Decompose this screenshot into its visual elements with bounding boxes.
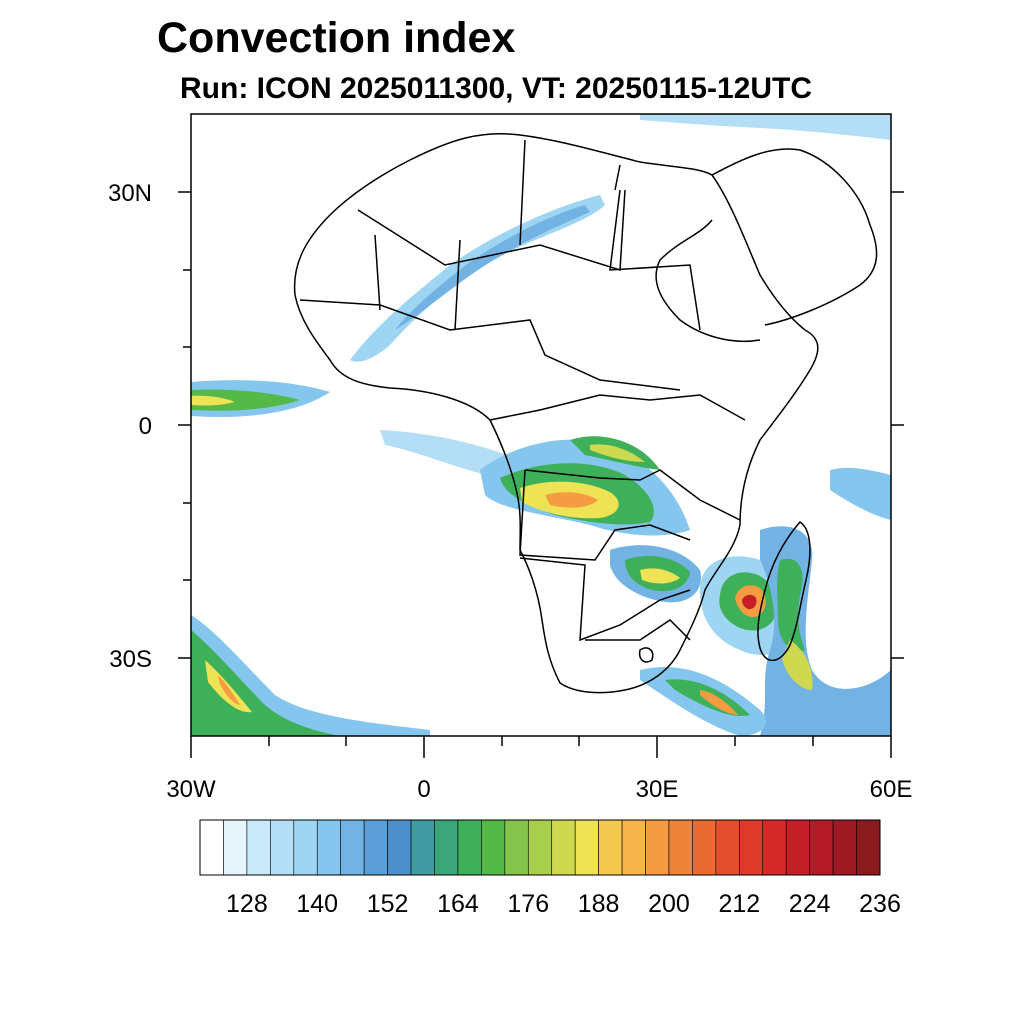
field-sahara-streak: [350, 195, 605, 362]
mali-niger-border: [374, 234, 461, 331]
colorbar-bin: [223, 819, 248, 876]
field-indian-ocean-ne: [830, 467, 891, 520]
lesotho-border: [638, 647, 654, 663]
field-south-atlantic-hot: [218, 675, 240, 705]
lat-label-30n: 30N: [108, 180, 152, 207]
field-zambezi-peak: [640, 568, 680, 584]
sudan-border: [609, 189, 701, 331]
field-mediterranean: [640, 114, 891, 140]
field-sahara-streak-core: [395, 205, 590, 330]
colorbar-label: 152: [367, 890, 409, 918]
colorbar-bin: [340, 819, 365, 876]
run-validity-subtitle: Run: ICON 2025011300, VT: 20250115-12UTC: [180, 72, 813, 105]
colorbar-bin: [832, 819, 857, 876]
colorbar-bin: [856, 819, 881, 876]
colorbar-bin: [387, 819, 412, 876]
colorbar-bin: [504, 819, 529, 876]
field-great-lakes-core: [590, 444, 645, 462]
map-title: Convection index: [157, 14, 516, 62]
colorbar-bin: [645, 819, 670, 876]
field-agulhas-peak: [700, 690, 738, 715]
colorbar-bin: [316, 819, 341, 876]
equatorial-border: [489, 394, 746, 421]
angola-border: [519, 469, 691, 561]
field-atlantic-peak: [191, 395, 235, 406]
colorbar-bin: [785, 819, 810, 876]
colorbar-label: 224: [789, 890, 831, 918]
colorbar-bin: [270, 819, 295, 876]
colorbar-bin: [246, 819, 271, 876]
colorbar-bin: [410, 819, 435, 876]
colorbar-bin: [809, 819, 834, 876]
field-congo-peak: [545, 492, 598, 508]
madagascar-coastline: [757, 521, 811, 662]
colorbar-label: 128: [226, 890, 268, 918]
lon-label-0: 0: [417, 776, 430, 803]
lon-label-60e: 60E: [870, 776, 913, 803]
colorbar-outline: [199, 819, 881, 876]
lat-label-30s: 30S: [109, 646, 152, 673]
colorbar-bin: [199, 819, 224, 876]
lon-label-30e: 30E: [636, 776, 679, 803]
map-ticks: [178, 191, 904, 758]
colorbar-label: 176: [507, 890, 549, 918]
colorbar-bin: [621, 819, 646, 876]
lat-label-0: 0: [139, 413, 152, 440]
colorbar-label: 200: [648, 890, 690, 918]
colorbar-bin: [457, 819, 482, 876]
colorbar: 128 140 152 164 176 188 200 212 224 236: [199, 819, 901, 918]
field-south-atlantic-core: [191, 630, 340, 736]
colorbar-bin: [762, 819, 787, 876]
horn-border: [655, 219, 761, 343]
field-atlantic-core: [191, 389, 300, 411]
colorbar-label: 188: [578, 890, 620, 918]
africa-coastline: [293, 132, 819, 694]
colorbar-bin: [527, 819, 553, 876]
field-madagascar-core: [777, 558, 805, 651]
coastlines-borders: [293, 132, 878, 694]
field-madagascar-south: [782, 640, 813, 690]
colorbar-label: 212: [718, 890, 760, 918]
colorbar-bin: [692, 819, 717, 876]
sahel-border-2: [299, 299, 681, 391]
sahel-border-1: [357, 189, 626, 272]
colorbar-bin: [434, 819, 459, 876]
colorbar-bin: [598, 819, 623, 876]
lon-label-30w: 30W: [166, 776, 216, 803]
colorbar-label: 164: [437, 890, 479, 918]
colorbar-bin: [551, 819, 576, 876]
field-south-atlantic-peak: [205, 660, 252, 713]
colorbar-label: 236: [859, 890, 901, 918]
south-africa-border: [585, 619, 691, 641]
colorbar-bin: [293, 819, 318, 876]
colorbar-bin: [739, 819, 764, 876]
arabia-coastline: [711, 148, 878, 326]
colorbar-bin: [574, 819, 599, 876]
colorbar-bin: [715, 819, 740, 876]
convection-field: [191, 114, 891, 736]
colorbar-bin: [481, 819, 506, 876]
colorbar-label: 140: [296, 890, 338, 918]
libya-egypt-border: [519, 139, 621, 246]
namibia-border: [519, 557, 691, 642]
congo-border: [524, 469, 741, 521]
colorbar-bin: [363, 819, 388, 876]
field-cyclone-eye: [742, 594, 757, 610]
colorbar-bin: [668, 819, 693, 876]
